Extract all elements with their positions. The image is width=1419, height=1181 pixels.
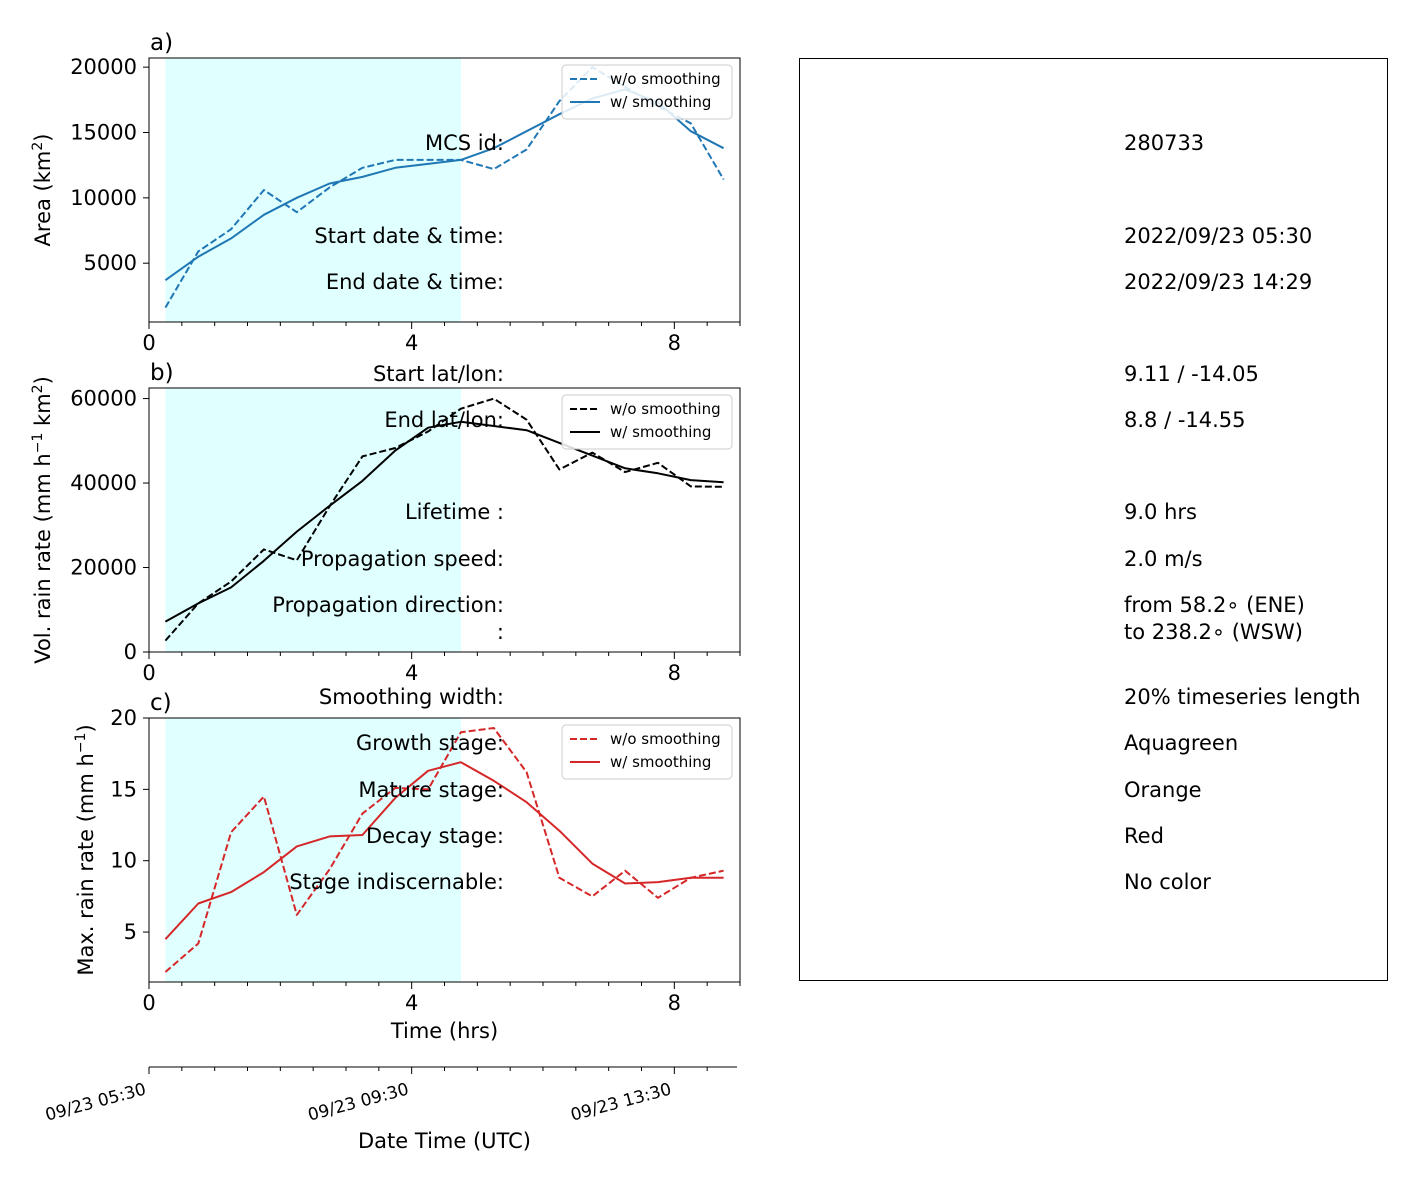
info-label: Propagation speed: [300,547,504,571]
x-tick-label: 8 [668,991,681,1015]
info-value: 9.0 hrs [1124,500,1197,524]
datetime-tick-label: 09/23 13:30 [569,1080,674,1126]
legend-label: w/ smoothing [610,423,711,441]
y-tick-label: 60000 [70,387,137,411]
datetime-tick-label: 09/23 09:30 [306,1080,411,1126]
info-value: from 58.2∘ (ENE) [1124,593,1305,617]
info-label: Start lat/lon: [372,362,504,386]
series-line-smoothed [164,420,724,623]
legend-label: w/o smoothing [610,730,721,748]
series-line-smoothed [164,761,724,940]
info-label: End lat/lon: [384,408,504,432]
x-tick-label: 0 [142,991,155,1015]
info-label: Mature stage: [358,778,504,802]
info-value: 280733 [1124,131,1205,155]
chart-panel-1: 5000 10000 15000 20000 0 4 8 a) Area (km2) w/o sm… [30,30,741,355]
info-value: to 238.2∘ (WSW) [1124,620,1303,644]
info-label: End date & time: [325,270,504,294]
datetime-axis: 09/23 05:30 09/23 09:30 09/23 13:30 Date Ti… [43,1066,737,1153]
x-tick-label: 0 [142,661,155,685]
x-tick-label: 8 [668,661,681,685]
legend-label: w/o smoothing [610,70,721,88]
datetime-axis-label: Date Time (UTC) [358,1129,531,1153]
chart-panel-2: 0 20000 40000 60000 0 4 8 b) Vol. rain rate (mm … [30,360,741,685]
y-tick-label: 5 [124,920,137,944]
info-value: Aquagreen [1124,731,1239,755]
info-label: : [496,620,504,644]
mcs-info-panel: MCS id: 280733 Start date & time: 2022/0… [272,58,1388,981]
legend-label: w/ smoothing [610,753,711,771]
info-label: Lifetime : [404,500,504,524]
y-axis-label: Area (km2) [30,134,55,247]
datetime-tick-label: 09/23 05:30 [43,1080,148,1126]
info-label: Growth stage: [355,731,504,755]
x-tick-label: 4 [405,661,418,685]
y-tick-label: 10 [110,849,137,873]
panel-label: b) [150,360,174,386]
y-axis-label: Max. rain rate (mm h−1) [73,724,98,975]
info-value: Red [1124,824,1164,848]
legend-label: w/ smoothing [610,93,711,111]
info-value: 2.0 m/s [1124,547,1203,571]
growth-stage-shading [165,718,461,982]
x-axis-label: Time (hrs) [390,1019,498,1043]
y-tick-label: 0 [124,640,137,664]
info-value: Orange [1124,778,1202,802]
x-tick-label: 4 [405,331,418,355]
legend-label: w/o smoothing [610,400,721,418]
legend-box [561,724,733,780]
y-tick-label: 5000 [84,251,137,275]
info-value: 8.8 / -14.55 [1124,408,1246,432]
y-tick-label: 40000 [70,471,137,495]
legend-box [561,64,733,120]
y-tick-label: 20000 [70,556,137,580]
info-label: Propagation direction: [272,593,504,617]
info-label: Stage indiscernable: [289,870,504,894]
panel-label: c) [150,690,172,716]
info-label: Decay stage: [366,824,504,848]
y-tick-label: 20 [110,706,137,730]
info-value: 9.11 / -14.05 [1124,362,1259,386]
x-tick-label: 8 [668,331,681,355]
info-value: 20% timeseries length [1124,685,1361,709]
info-label: Start date & time: [314,224,504,248]
info-label: MCS id: [424,131,504,155]
x-tick-label: 0 [142,331,155,355]
chart-panel-3: 5 10 15 20 0 4 8 c) Max. rain rate (mm h−1) Time … [73,690,741,1043]
growth-stage-shading [165,388,461,652]
y-tick-label: 20000 [70,55,137,79]
info-value: 2022/09/23 05:30 [1124,224,1313,248]
info-label: Smoothing width: [318,685,504,709]
x-tick-label: 4 [405,991,418,1015]
y-tick-label: 15 [110,777,137,801]
panel-label: a) [150,30,173,56]
info-value: No color [1124,870,1211,894]
y-tick-label: 10000 [70,186,137,210]
info-value: 2022/09/23 14:29 [1124,270,1313,294]
series-line-unsmoothed [164,397,724,642]
y-tick-label: 15000 [70,120,137,144]
legend-box [561,394,733,450]
y-axis-label: Vol. rain rate (mm h−1 km2) [30,376,55,664]
